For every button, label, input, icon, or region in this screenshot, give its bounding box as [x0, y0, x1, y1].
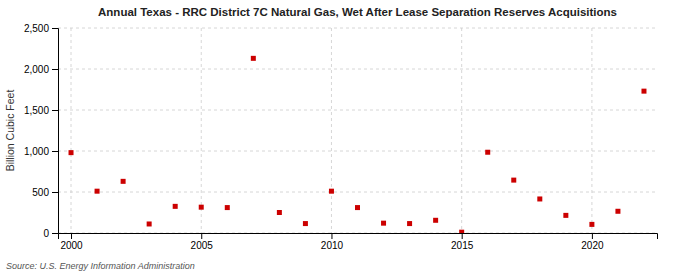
point: [355, 205, 360, 210]
tick-mark: [52, 192, 58, 193]
tick: 2020: [581, 233, 604, 251]
grid-line: [58, 110, 657, 111]
tick-mark: [71, 233, 72, 239]
point: [563, 213, 568, 218]
point: [485, 150, 490, 155]
axis-line: [52, 29, 59, 234]
x-axis: 2000 2005 2010 2015 2020: [59, 233, 658, 251]
grid-line: [201, 28, 202, 233]
y-axis-label: Billion Cubic Feet: [4, 90, 16, 172]
tick: 2,500: [24, 23, 58, 34]
axis-line: [59, 234, 658, 240]
point: [641, 89, 646, 94]
tick: 2015: [451, 233, 474, 251]
tick: 2000: [60, 233, 83, 251]
grid: [58, 28, 657, 233]
point: [69, 150, 74, 155]
point: [537, 196, 542, 201]
grid-line: [71, 28, 72, 233]
tick: 2010: [321, 233, 344, 251]
title: Annual Texas - RRC District 7C Natural G…: [98, 6, 617, 18]
tick-mark: [592, 233, 593, 239]
point: [121, 179, 126, 184]
tick: 2,000: [24, 64, 58, 75]
point: [407, 221, 412, 226]
tick-label: 2010: [321, 240, 344, 251]
tick-mark: [52, 151, 58, 152]
point: [459, 230, 464, 233]
tick: 500: [32, 187, 58, 198]
tick-mark: [52, 28, 58, 29]
point: [589, 222, 594, 227]
tick: 1,500: [24, 105, 58, 116]
tick-label: 2,500: [24, 23, 49, 34]
point: [303, 221, 308, 226]
tick-label: 500: [32, 187, 49, 198]
tick-mark: [52, 233, 58, 234]
point: [225, 205, 230, 210]
point: [329, 189, 334, 194]
tick: 2005: [191, 233, 214, 251]
tick: 1,000: [24, 146, 58, 157]
source: Source: U.S. Energy Information Administ…: [6, 261, 195, 271]
grid-line: [331, 28, 332, 233]
grid-line: [58, 151, 657, 152]
plot-area: 2000 2005 2010 2015 2020 0 500 1,000 1,500 2,000 2…: [24, 23, 658, 251]
point: [277, 210, 282, 215]
tick-label: 1,500: [24, 105, 49, 116]
tick: 0: [43, 228, 58, 239]
tick-mark: [52, 110, 58, 111]
point: [251, 56, 256, 61]
grid-line: [461, 28, 462, 233]
tick-label: 2,000: [24, 64, 49, 75]
points: [69, 56, 647, 233]
tick-mark: [52, 69, 58, 70]
tick-label: 2015: [451, 240, 474, 251]
point: [147, 221, 152, 226]
point: [433, 218, 438, 223]
chart: 2000 2005 2010 2015 2020 0 500 1,000 1,500 2,000 2…: [0, 0, 675, 275]
grid-line: [58, 69, 657, 70]
tick-mark: [201, 233, 202, 239]
point: [173, 204, 178, 209]
y-axis: 0 500 1,000 1,500 2,000 2,500: [24, 23, 59, 239]
tick-label: 1,000: [24, 146, 49, 157]
point: [511, 178, 516, 183]
grid-line: [591, 28, 592, 233]
point: [615, 209, 620, 214]
point: [199, 205, 204, 210]
point: [381, 221, 386, 226]
grid-line: [58, 192, 657, 193]
tick-label: 2005: [191, 240, 214, 251]
point: [95, 189, 100, 194]
tick-label: 0: [43, 228, 49, 239]
grid-line: [58, 28, 657, 29]
tick-label: 2000: [60, 240, 83, 251]
tick-mark: [462, 233, 463, 239]
tick-mark: [331, 233, 332, 239]
tick-label: 2020: [581, 240, 604, 251]
